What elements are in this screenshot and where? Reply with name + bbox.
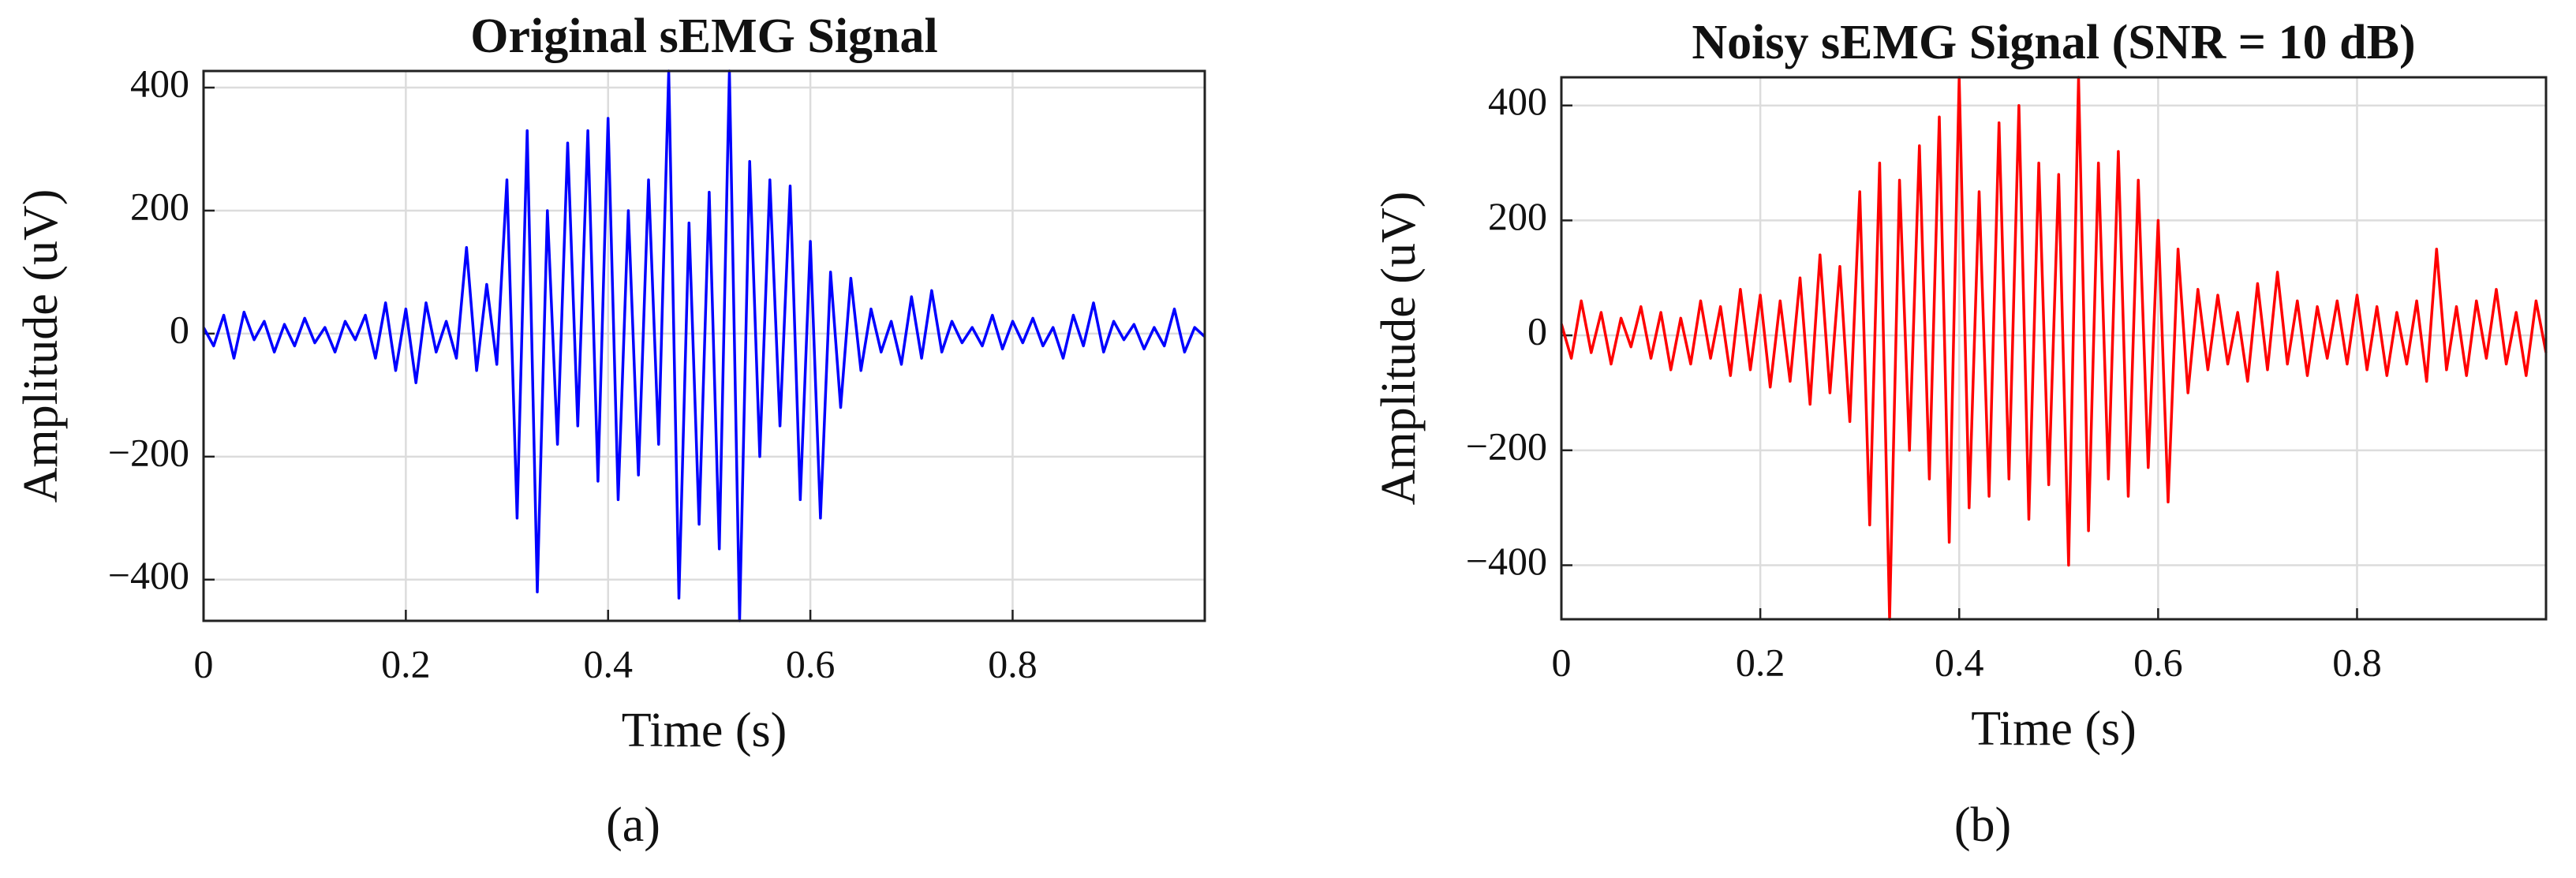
- x-axis-label: Time (s): [622, 704, 787, 757]
- subfigure-label: (a): [606, 798, 660, 852]
- y-tick-label: 200: [1488, 194, 1547, 238]
- x-tick-label: 0.4: [583, 641, 633, 686]
- x-tick-label: 0.2: [381, 641, 431, 686]
- plot-frame: [202, 69, 1206, 622]
- x-tick-label: 0.4: [1935, 640, 1984, 684]
- y-tick-label: −200: [1466, 424, 1547, 468]
- x-tick-label: 0: [1552, 640, 1572, 684]
- chart-title: Noisy sEMG Signal (SNR = 10 dB): [1692, 16, 2415, 69]
- subfigure-label: (b): [1954, 798, 2011, 852]
- y-axis-label: Amplitude (uV): [14, 189, 68, 503]
- y-tick-label: 400: [1488, 79, 1547, 123]
- y-tick-label: −400: [1466, 539, 1547, 583]
- y-tick-label: 0: [1527, 309, 1547, 353]
- chart-title: Original sEMG Signal: [470, 9, 938, 63]
- x-tick-label: 0.2: [1736, 640, 1785, 684]
- plot-frame: [1560, 76, 2548, 621]
- x-tick-label: 0: [194, 641, 214, 686]
- x-tick-label: 0.6: [786, 641, 836, 686]
- x-tick-label: 0.8: [2332, 640, 2382, 684]
- y-tick-label: 400: [130, 62, 189, 106]
- signal-line: [1560, 76, 2548, 621]
- y-tick-label: 200: [130, 184, 189, 228]
- x-tick-label: 0.8: [988, 641, 1038, 686]
- y-tick-label: −400: [108, 553, 189, 597]
- y-tick-label: −200: [108, 430, 189, 474]
- y-axis-label: Amplitude (uV): [1372, 192, 1426, 506]
- x-axis-label: Time (s): [1971, 702, 2137, 756]
- signal-line: [202, 69, 1206, 622]
- x-tick-label: 0.6: [2133, 640, 2183, 684]
- y-tick-label: 0: [170, 307, 189, 351]
